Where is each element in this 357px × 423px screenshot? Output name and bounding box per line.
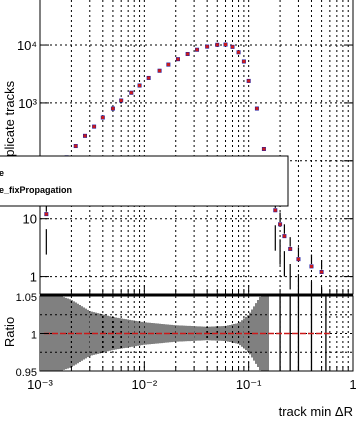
data-point-red (309, 264, 313, 268)
data-point-red (138, 84, 142, 88)
data-point-red (255, 107, 259, 111)
data-point-red (176, 57, 180, 61)
data-point-red (101, 116, 105, 120)
x-tick-label: 10⁻² (132, 377, 158, 392)
data-point-red (224, 43, 228, 47)
y-tick-label: 1 (30, 270, 37, 285)
data-point-red (282, 234, 286, 238)
data-point-red (262, 147, 266, 151)
legend-entry-2: e_fixPropagation (0, 185, 72, 195)
x-tick-label: 10⁻¹ (236, 377, 262, 392)
data-point-red (278, 222, 282, 226)
data-point-red (320, 270, 324, 274)
top-y-axis-label: duplicate tracks (2, 80, 17, 171)
ratio-y-axis-label: Ratio (2, 317, 17, 347)
legend-entry-1: e (0, 168, 4, 178)
top-panel-frame (39, 0, 354, 295)
data-point-red (186, 52, 190, 56)
data-point-red (166, 63, 170, 67)
data-point-red (247, 79, 251, 83)
x-axis-label: track min ΔR (279, 404, 353, 419)
y-tick-label: 10⁴ (17, 38, 37, 53)
ratio-y-tick-label: 1.05 (16, 292, 37, 304)
data-point-red (215, 43, 219, 47)
data-point-red (195, 48, 199, 52)
x-tick-label: 1 (349, 377, 356, 392)
top-grid (40, 0, 353, 294)
data-point-red (205, 45, 209, 49)
data-point-red (129, 91, 133, 95)
y-tick-label: 10³ (18, 96, 37, 111)
data-point-red (237, 50, 241, 54)
x-tick-label: 10⁻³ (27, 377, 53, 392)
top-axis-ticks (39, 44, 353, 294)
ratio-y-tick-label: 1 (31, 330, 37, 342)
data-point-red (288, 247, 292, 251)
data-point-red (111, 107, 115, 111)
legend-box (0, 155, 289, 207)
y-tick-label: 10 (23, 212, 37, 227)
data-point-red (242, 59, 246, 63)
data-point-red (147, 76, 151, 80)
data-point-red (74, 144, 78, 148)
data-point-red (83, 134, 87, 138)
data-point-red (273, 208, 277, 212)
ratio-y-tick-labels: 0.95 1 1.05 (16, 292, 37, 379)
data-point-red (231, 45, 235, 49)
data-point-red (158, 69, 162, 73)
legend: e e_fixPropagation (0, 155, 289, 207)
data-point-red (44, 212, 48, 216)
data-point-red (119, 99, 123, 103)
data-point-red (92, 125, 96, 129)
x-tick-labels: 10⁻³ 10⁻² 10⁻¹ 1 (27, 377, 356, 392)
ratio-y-tick-label: 0.95 (16, 367, 37, 379)
ratio-axis-ticks (39, 295, 349, 372)
data-point-red (296, 257, 300, 261)
